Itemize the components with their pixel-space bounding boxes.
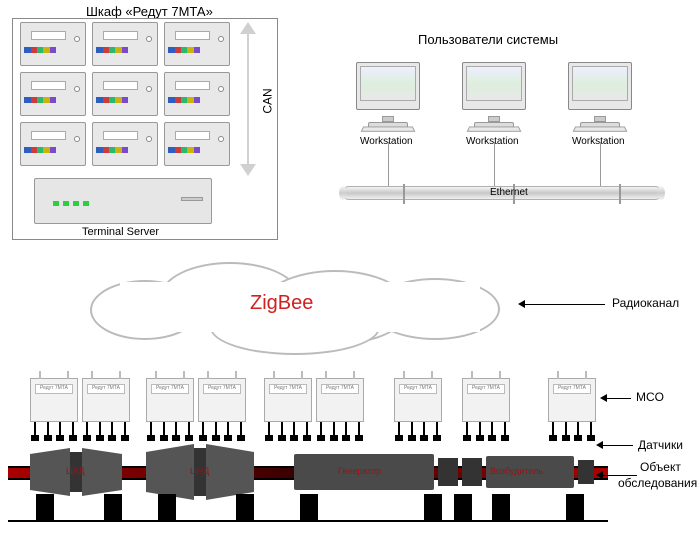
mco-unit: Редут 7МТА (264, 378, 312, 422)
workstation (454, 62, 534, 132)
sensor-legs (552, 422, 592, 436)
can-label: CAN (261, 88, 275, 113)
object-label-2: обследования (618, 476, 697, 490)
sensor-legs (86, 422, 126, 436)
mco-unit: Редут 7МТА (198, 378, 246, 422)
sensor-legs (398, 422, 438, 436)
cabinet-module (92, 72, 158, 116)
mco-unit: Редут 7МТА (30, 378, 78, 422)
sensor-legs (320, 422, 360, 436)
sensor-legs (150, 422, 190, 436)
users-title: Пользователи системы (418, 32, 558, 47)
workstation-label: Workstation (466, 136, 519, 147)
workstation-label: Workstation (360, 136, 413, 147)
object-label-1: Объект (640, 460, 681, 474)
cabinet-title: Шкаф «Редут 7МТА» (86, 4, 213, 19)
mco-label: MCO (636, 390, 664, 404)
terminal-server-label: Terminal Server (82, 226, 159, 238)
ethernet-label: Ethernet (490, 187, 528, 198)
can-bus-arrow (238, 22, 258, 176)
radio-label: Радиоканал (612, 296, 679, 310)
sensors-label: Датчики (638, 438, 683, 452)
mco-unit: Редут 7МТА (462, 378, 510, 422)
sensor-legs (202, 422, 242, 436)
mco-unit: Редут 7МТА (394, 378, 442, 422)
workstation (348, 62, 428, 132)
workstation (560, 62, 640, 132)
support-pillar (566, 494, 584, 520)
cabinet-module (164, 122, 230, 166)
cabinet-module (164, 72, 230, 116)
sensor-legs (466, 422, 506, 436)
sensor-legs (34, 422, 74, 436)
zigbee-label: ZigBee (250, 292, 313, 315)
support-pillar (424, 494, 442, 520)
cabinet-module (20, 22, 86, 66)
cvd-block (30, 448, 122, 496)
cabinet-module (20, 122, 86, 166)
cabinet-module (164, 22, 230, 66)
support-pillar (36, 494, 54, 520)
mco-unit: Редут 7МТА (82, 378, 130, 422)
generator-block (294, 454, 434, 490)
support-pillar (158, 494, 176, 520)
cabinet-module (20, 72, 86, 116)
floor-line (8, 520, 608, 522)
support-pillar (236, 494, 254, 520)
exciter-block (486, 456, 574, 488)
workstation-label: Workstation (572, 136, 625, 147)
support-pillar (454, 494, 472, 520)
cabinet-module (92, 122, 158, 166)
mco-unit: Редут 7МТА (146, 378, 194, 422)
mco-unit: Редут 7МТА (316, 378, 364, 422)
cnd-block (146, 444, 254, 500)
support-pillar (300, 494, 318, 520)
terminal-server (34, 178, 212, 224)
cabinet-module (92, 22, 158, 66)
sensor-legs (268, 422, 308, 436)
support-pillar (492, 494, 510, 520)
support-pillar (104, 494, 122, 520)
mco-unit: Редут 7МТА (548, 378, 596, 422)
